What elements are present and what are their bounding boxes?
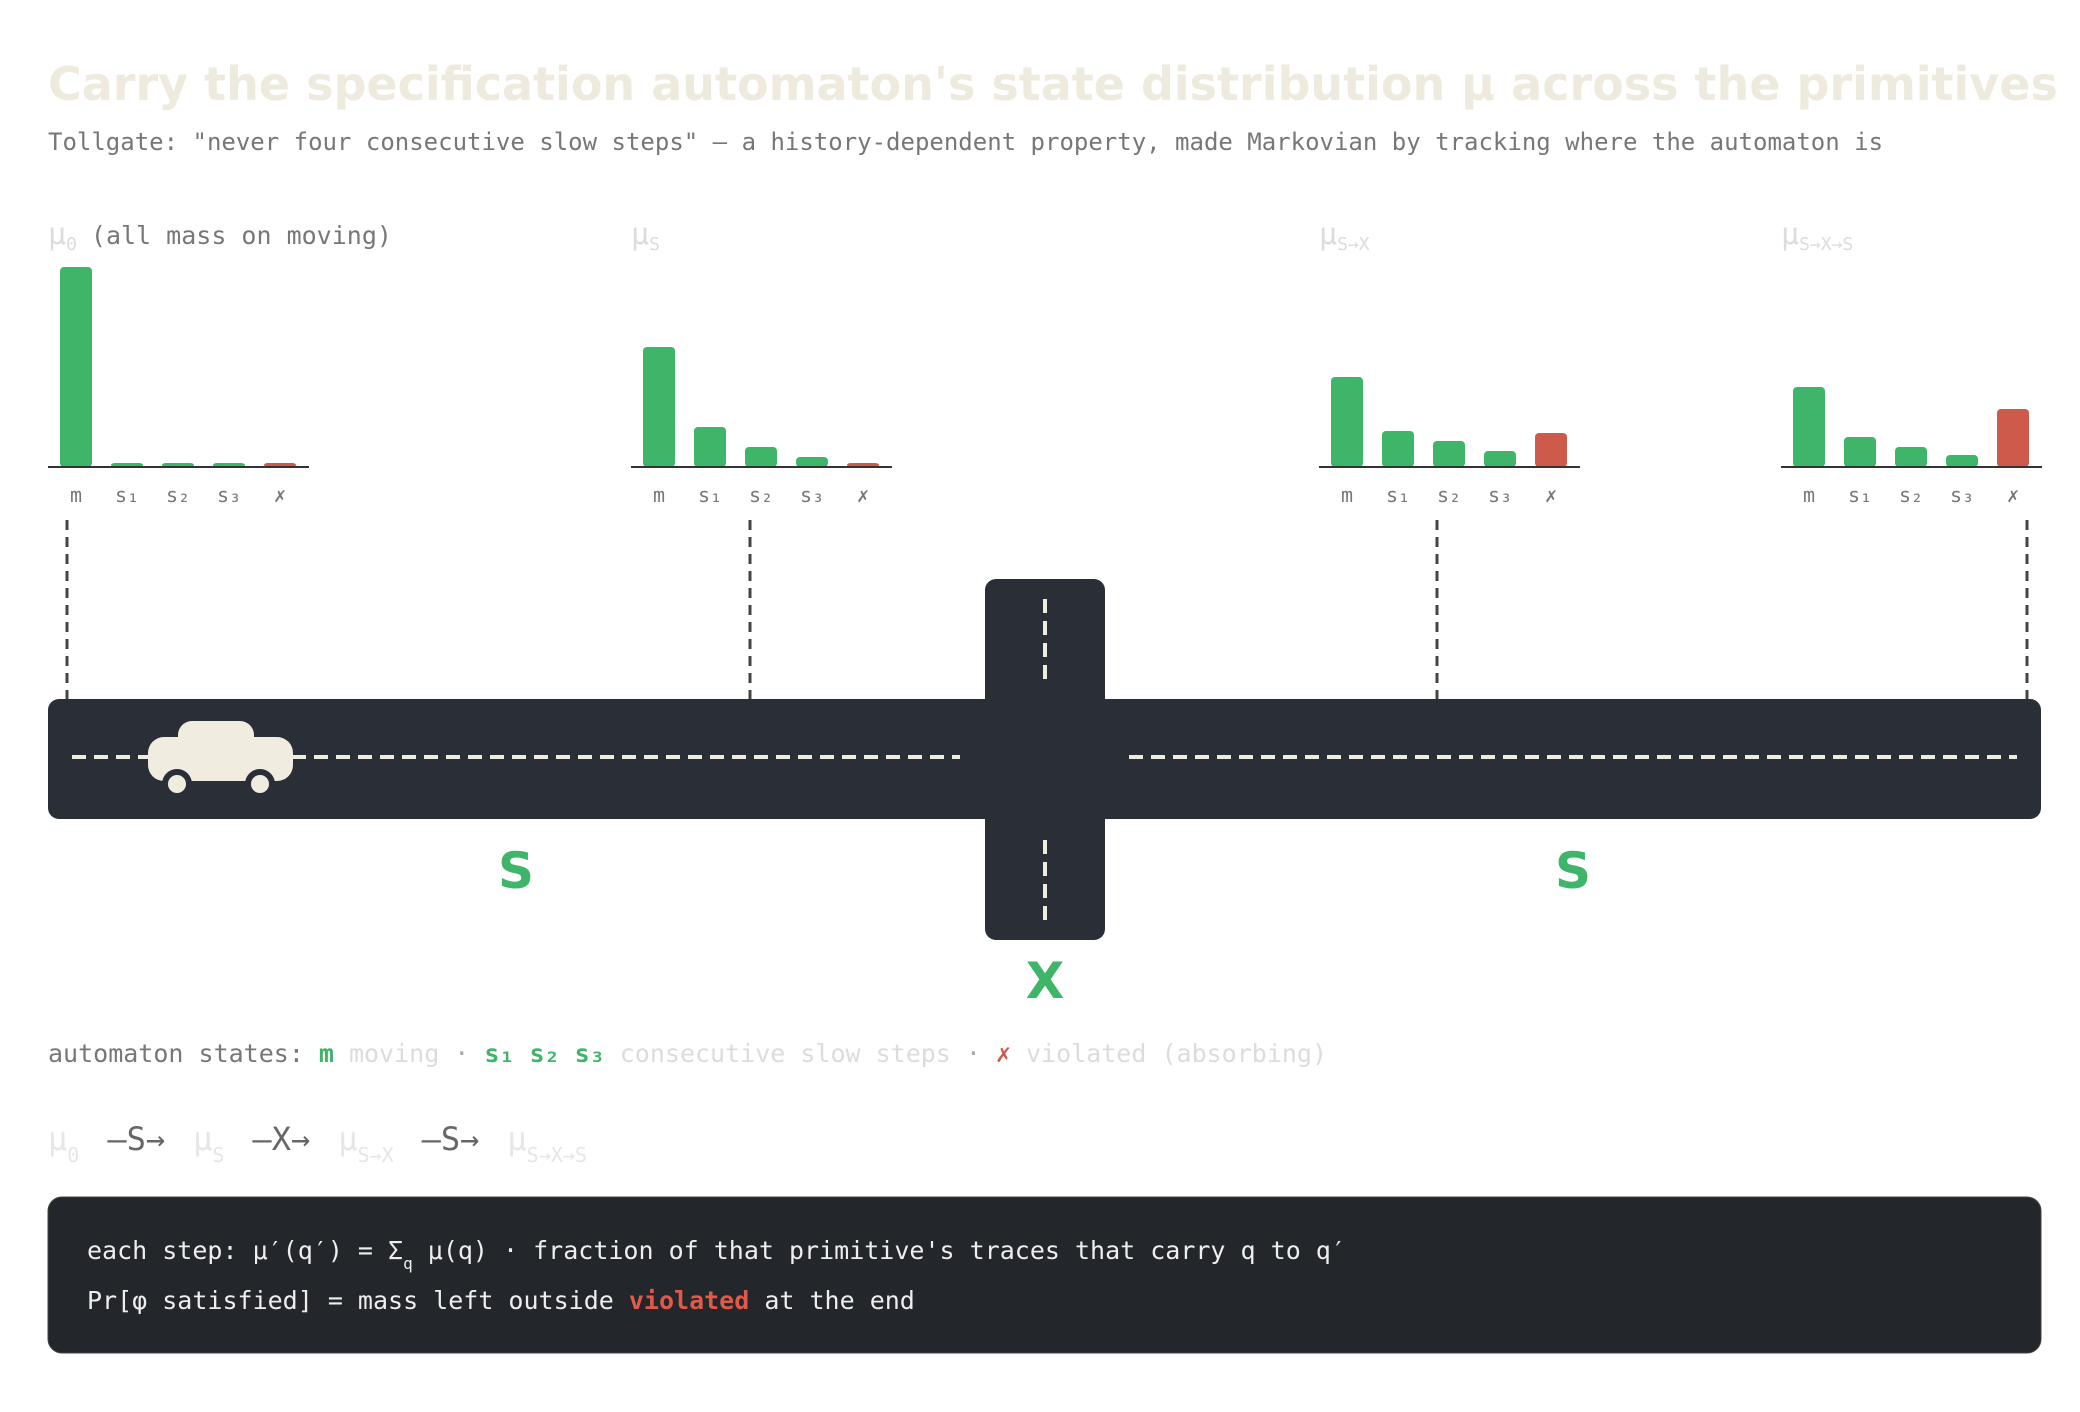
mu-label: μS→X→S <box>1781 217 1853 255</box>
road <box>48 579 2041 940</box>
category-label: s₂ <box>1899 483 1923 507</box>
legend-item: automaton states: <box>48 1039 304 1068</box>
state-distribution-chart: μS→X m s₁ s₂ s₃ ✗ <box>1319 217 1580 507</box>
category-label: ✗ <box>857 483 869 507</box>
formula-part: Pr[φ satisfied] = mass left outside <box>87 1286 629 1315</box>
bar <box>694 427 726 467</box>
bar <box>1484 451 1516 467</box>
mu-label: μ0 (all mass on moving) <box>48 217 392 255</box>
category-label: ✗ <box>1545 483 1557 507</box>
bar <box>643 347 675 467</box>
primitive-label: S <box>1555 842 1591 900</box>
formula-part: each step: μ′(q′) = Σ <box>87 1236 403 1265</box>
mu-sub: S <box>212 1143 224 1167</box>
state-distribution-chart: μSm s₁ s₂ s₃ ✗ <box>631 217 892 507</box>
category-label: s₃ <box>217 483 241 507</box>
state-distribution-chart: μS→X→S m s₁ s₂ s₃ ✗ <box>1781 217 2042 507</box>
car <box>148 721 293 799</box>
bar <box>1793 387 1825 467</box>
category-label: s₃ <box>1950 483 1974 507</box>
mu-label: μS→X <box>1319 217 1370 255</box>
category-label: s₂ <box>749 483 773 507</box>
category-label: s₃ <box>800 483 824 507</box>
mu-sub: 0 <box>67 1143 79 1167</box>
formula-part: q <box>403 1254 413 1273</box>
bar <box>1433 441 1465 467</box>
legend-item: · <box>454 1039 469 1068</box>
mu-symbol: μ <box>507 1120 526 1158</box>
formula-line: each step: μ′(q′) = Σq μ(q) · fraction o… <box>87 1236 1346 1273</box>
category-label: s₃ <box>1488 483 1512 507</box>
category-label: m <box>1803 483 1815 507</box>
mu-symbol: μ <box>48 217 66 252</box>
bar <box>1946 455 1978 467</box>
legend-item: ✗ <box>996 1039 1011 1068</box>
mu-sub: S→X→S <box>1799 234 1853 255</box>
chart-note: (all mass on moving) <box>91 221 392 250</box>
category-label: m <box>70 483 82 507</box>
mu-sub: S→X <box>1337 234 1370 255</box>
primitive-label: X <box>1026 952 1065 1010</box>
mu-symbol: μ <box>193 1120 212 1158</box>
subtitle: Tollgate: "never four consecutive slow s… <box>48 128 1883 156</box>
legend-item: moving <box>349 1039 439 1068</box>
bar <box>1997 409 2029 467</box>
mu-sub: S <box>649 234 660 255</box>
title: Carry the specification automaton's stat… <box>48 57 2058 111</box>
formula-part: at the end <box>749 1286 915 1315</box>
bar <box>745 447 777 467</box>
legend-item: violated (absorbing) <box>1026 1039 1327 1068</box>
mu-sub: S→X→S <box>527 1143 587 1167</box>
bar <box>1844 437 1876 467</box>
bar <box>60 267 92 467</box>
legend-item: m <box>319 1039 334 1068</box>
mu-symbol: μ <box>1781 217 1799 252</box>
sequence-arrow: —S→ <box>107 1120 165 1158</box>
category-label: s₁ <box>1848 483 1872 507</box>
bar <box>1895 447 1927 467</box>
category-label: s₂ <box>166 483 190 507</box>
category-label: m <box>653 483 665 507</box>
legend-item: consecutive slow steps <box>620 1039 951 1068</box>
dashed-connectors <box>65 520 2029 699</box>
formula-box <box>47 1196 2042 1354</box>
sequence-arrow: —S→ <box>422 1120 480 1158</box>
category-label: s₁ <box>1386 483 1410 507</box>
state-distribution-chart: μ0 (all mass on moving) m s₁ s₂ s₃ ✗ <box>48 217 392 507</box>
mu-sub: 0 <box>66 234 77 255</box>
mu-symbol: μ <box>338 1120 357 1158</box>
category-label: s₁ <box>698 483 722 507</box>
mu-symbol: μ <box>48 1120 67 1158</box>
legend-item: · <box>966 1039 981 1068</box>
formula-part: violated <box>629 1286 749 1315</box>
sequence: μ0 —S→ μS —X→ μS→X —S→ μS→X→S <box>48 1120 587 1167</box>
category-label: s₁ <box>115 483 139 507</box>
mu-symbol: μ <box>631 217 649 252</box>
sequence-arrow: —X→ <box>252 1120 310 1158</box>
category-label: m <box>1341 483 1353 507</box>
bar <box>796 457 828 467</box>
legend-item: s₁ s₂ s₃ <box>484 1039 604 1068</box>
formula-part: μ(q) · fraction of that primitive's trac… <box>413 1236 1346 1265</box>
mu-symbol: μ <box>1319 217 1337 252</box>
primitive-label: S <box>498 842 534 900</box>
bar <box>1331 377 1363 467</box>
category-label: ✗ <box>274 483 286 507</box>
bar <box>1382 431 1414 467</box>
formula-line: Pr[φ satisfied] = mass left outside viol… <box>87 1286 915 1315</box>
mu-label: μS <box>631 217 660 255</box>
bar <box>1535 433 1567 467</box>
mu-sub: S→X <box>357 1143 393 1167</box>
legend: automaton states: m moving · s₁ s₂ s₃ consecu… <box>48 1039 1327 1068</box>
category-label: s₂ <box>1437 483 1461 507</box>
category-label: ✗ <box>2007 483 2019 507</box>
